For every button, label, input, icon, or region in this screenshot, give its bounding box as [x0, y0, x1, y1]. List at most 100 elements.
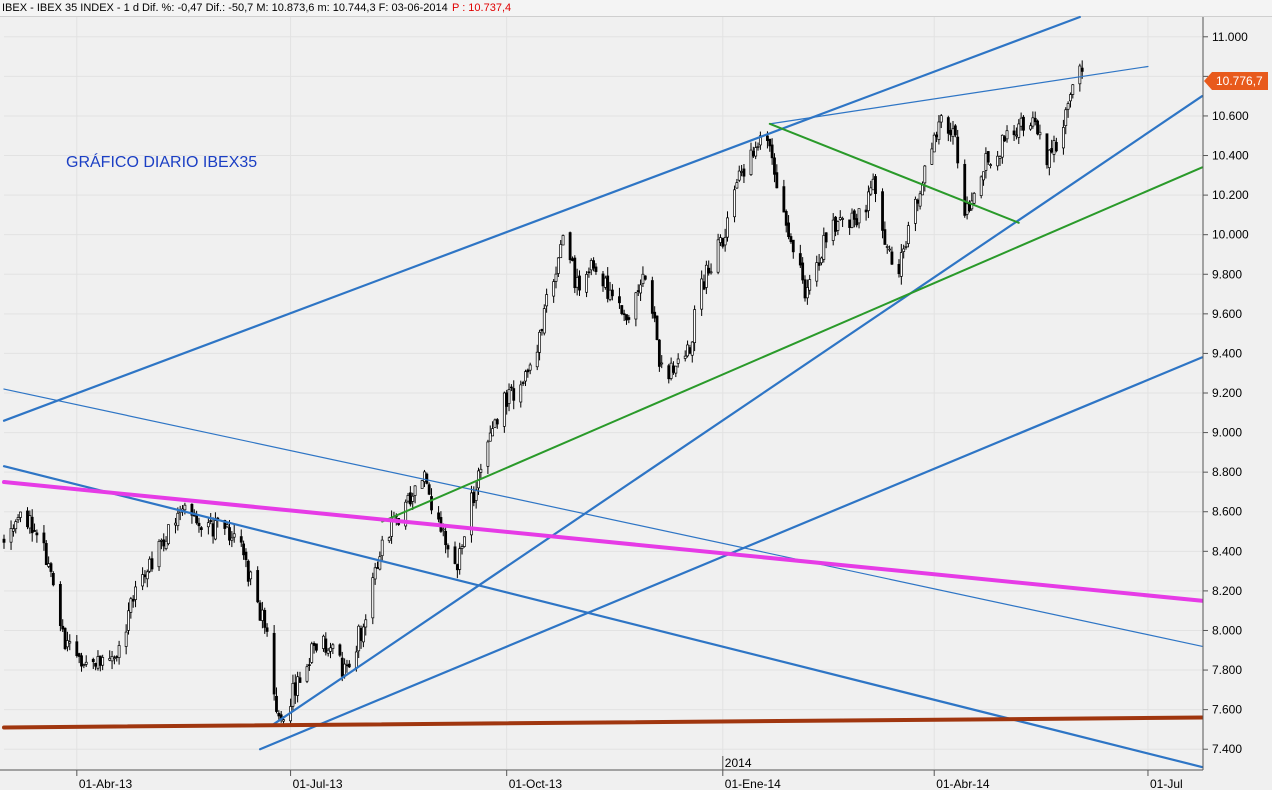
candle-down [49, 563, 53, 572]
y-tick-label: 8.600 [1212, 505, 1242, 519]
candle-down [824, 232, 828, 243]
candle-down [751, 150, 755, 157]
candle-down [505, 392, 509, 407]
candle-down [315, 643, 318, 651]
candle-up [260, 609, 264, 621]
candle-down [2, 538, 6, 543]
candle-down [91, 658, 95, 663]
candle-up [972, 192, 976, 204]
candle-up [1064, 109, 1068, 126]
candle-up [996, 155, 1000, 167]
candle-down [263, 610, 267, 628]
y-tick-label: 9.800 [1212, 267, 1242, 281]
candle-up [965, 203, 969, 215]
candle-down [338, 644, 342, 656]
candle-down [75, 641, 79, 656]
y-tick-label: 10.200 [1212, 188, 1249, 202]
candle-up [378, 556, 382, 570]
candle-up [585, 273, 588, 293]
y-tick-label: 11.000 [1212, 30, 1248, 44]
candle-down [773, 157, 776, 175]
candle-up [479, 468, 483, 473]
candle-down [425, 473, 429, 484]
candle-up [850, 212, 854, 228]
candle-down [275, 695, 278, 712]
candle-up [979, 176, 983, 196]
candle-up [914, 198, 917, 224]
candle-down [61, 625, 65, 630]
candle-up [603, 277, 607, 288]
candle-down [63, 627, 67, 649]
candle-up [888, 248, 891, 251]
candle-up [361, 626, 365, 643]
candle-up [716, 239, 720, 273]
y-tick-label: 9.600 [1212, 307, 1242, 321]
candle-up [951, 128, 955, 137]
candle-down [667, 365, 671, 380]
candle-up [556, 257, 560, 274]
candle-up [474, 489, 478, 501]
candle-up [704, 264, 708, 288]
candle-up [719, 237, 722, 243]
candle-up [232, 533, 236, 538]
y-tick-label: 10.600 [1212, 109, 1249, 123]
candle-up [291, 683, 295, 707]
candle-up [112, 657, 116, 660]
candle-down [620, 305, 624, 314]
candle-down [803, 279, 807, 299]
candle-down [766, 135, 769, 141]
candle-down [568, 232, 572, 261]
candle-down [897, 263, 901, 275]
candle-down [968, 203, 971, 211]
candle-down [446, 545, 450, 550]
candle-up [871, 178, 875, 191]
candle-down [51, 573, 55, 586]
candle-down [199, 527, 203, 530]
candle-up [660, 362, 664, 365]
candle-down [1003, 136, 1007, 142]
candle-down [265, 627, 269, 632]
candle-down [890, 251, 894, 265]
candle-up [885, 246, 889, 248]
candle-down [376, 567, 379, 569]
candle-down [521, 382, 525, 384]
candle-up [11, 528, 15, 532]
candle-up [502, 392, 506, 427]
candle-down [455, 564, 459, 571]
candle-up [904, 246, 908, 248]
candle-up [134, 586, 137, 600]
candle-down [791, 239, 795, 253]
candle-up [575, 277, 579, 288]
candle-up [14, 521, 18, 530]
candle-up [458, 548, 462, 570]
candle-up [380, 539, 384, 557]
candle-up [101, 657, 105, 666]
candle-up [148, 558, 152, 572]
candle-up [867, 191, 870, 211]
candle-down [594, 266, 598, 272]
candle-down [30, 516, 34, 534]
candle-up [423, 471, 426, 482]
candle-up [117, 645, 121, 658]
candle-down [244, 551, 248, 560]
candle-down [1022, 116, 1025, 131]
downtrend-thin [3, 388, 1203, 647]
candle-up [84, 661, 88, 665]
candle-up [690, 341, 694, 356]
candle-down [58, 584, 62, 626]
candle-down [721, 238, 725, 247]
candle-up [249, 571, 253, 580]
candle-up [157, 541, 161, 568]
candle-up [641, 273, 645, 284]
candle-down [324, 638, 328, 653]
candle-up [519, 384, 523, 403]
y-tick-label: 9.200 [1212, 386, 1242, 400]
candle-down [601, 273, 605, 287]
candle-up [1029, 125, 1032, 130]
candle-up [822, 235, 826, 260]
candle-up [737, 170, 741, 181]
candle-up [749, 149, 753, 176]
x-tick-label: 01-Abr-13 [79, 777, 133, 790]
candle-down [578, 275, 581, 291]
